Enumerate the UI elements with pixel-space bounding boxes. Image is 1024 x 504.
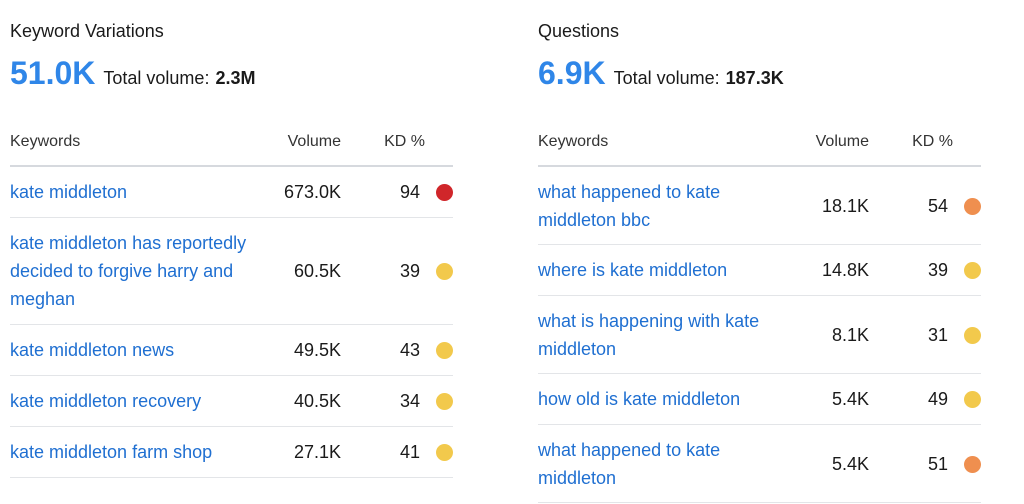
- table-row: what happened to kate middleton 5.4K 51: [538, 425, 981, 503]
- keyword-link[interactable]: kate middleton recovery: [10, 391, 202, 411]
- question-count[interactable]: 6.9K: [538, 55, 606, 91]
- kd-value: 39: [399, 261, 420, 281]
- keyword-link[interactable]: how old is kate middleton: [538, 389, 741, 409]
- kd-difficulty-dot-icon: [964, 262, 981, 279]
- kd-difficulty-dot-icon: [436, 184, 453, 201]
- kd-value: 31: [927, 325, 948, 345]
- table-row: kate middleton news 49.5K 43: [10, 325, 453, 376]
- volume-value: 40.5K: [293, 391, 341, 411]
- volume-value: 5.4K: [831, 454, 869, 474]
- column-header-kd[interactable]: KD %: [384, 133, 425, 150]
- keyword-link[interactable]: kate middleton news: [10, 340, 175, 360]
- volume-value: 673.0K: [283, 182, 341, 202]
- kd-difficulty-dot-icon: [436, 444, 453, 461]
- total-volume-label: Total volume:: [613, 68, 720, 88]
- keyword-link[interactable]: what happened to kate middleton bbc: [538, 182, 721, 230]
- table-row: kate middleton recovery 40.5K 34: [10, 376, 453, 427]
- column-header-kd[interactable]: KD %: [912, 133, 953, 150]
- kd-difficulty-dot-icon: [436, 393, 453, 410]
- volume-value: 5.4K: [831, 389, 869, 409]
- volume-value: 14.8K: [821, 260, 869, 280]
- table-row: kate middleton 673.0K 94: [10, 167, 453, 218]
- kd-value: 34: [399, 391, 420, 411]
- kd-value: 43: [399, 340, 420, 360]
- kd-difficulty-dot-icon: [436, 342, 453, 359]
- keyword-link[interactable]: what is happening with kate middleton: [538, 311, 760, 359]
- kd-value: 39: [927, 260, 948, 280]
- table-row: kate middleton has reportedly decided to…: [10, 218, 453, 325]
- keyword-link[interactable]: kate middleton farm shop: [10, 442, 213, 462]
- total-volume-value: 187.3K: [725, 68, 784, 88]
- kd-value: 49: [927, 389, 948, 409]
- kd-value: 41: [399, 442, 420, 462]
- table-row: kate middleton farm shop 27.1K 41: [10, 427, 453, 478]
- column-header-keywords: Keywords: [538, 133, 609, 150]
- summary: 51.0K Total volume: 2.3M: [10, 54, 255, 92]
- kd-difficulty-dot-icon: [964, 456, 981, 473]
- column-header-volume[interactable]: Volume: [287, 133, 341, 150]
- keyword-link[interactable]: where is kate middleton: [538, 260, 728, 280]
- kd-difficulty-dot-icon: [964, 327, 981, 344]
- total-volume-label: Total volume:: [103, 68, 210, 88]
- keyword-count[interactable]: 51.0K: [10, 55, 96, 91]
- keyword-link[interactable]: kate middleton: [10, 182, 128, 202]
- kd-difficulty-dot-icon: [436, 263, 453, 280]
- kd-difficulty-dot-icon: [964, 198, 981, 215]
- volume-value: 49.5K: [293, 340, 341, 360]
- kd-value: 51: [927, 454, 948, 474]
- keyword-link[interactable]: kate middleton has reportedly decided to…: [10, 233, 247, 309]
- kd-value: 54: [927, 196, 948, 216]
- column-header-keywords: Keywords: [10, 133, 81, 150]
- table-header: Keywords Volume KD %: [538, 120, 981, 167]
- column-header-volume[interactable]: Volume: [815, 133, 869, 150]
- volume-value: 27.1K: [293, 442, 341, 462]
- total-volume-value: 2.3M: [215, 68, 256, 88]
- table-header: Keywords Volume KD %: [10, 120, 453, 167]
- volume-value: 60.5K: [293, 261, 341, 281]
- table-row: what happened to kate middleton bbc 18.1…: [538, 167, 981, 245]
- summary: 6.9K Total volume: 187.3K: [538, 54, 784, 92]
- panel-title: Questions: [538, 21, 620, 41]
- panel-title: Keyword Variations: [10, 21, 164, 41]
- volume-value: 8.1K: [831, 325, 869, 345]
- kd-value: 94: [399, 182, 420, 202]
- table-row: how old is kate middleton 5.4K 49: [538, 374, 981, 425]
- keywords-table: Keywords Volume KD % kate middleton 673.…: [10, 120, 453, 478]
- volume-value: 18.1K: [821, 196, 869, 216]
- table-row: where is kate middleton 14.8K 39: [538, 245, 981, 296]
- keyword-link[interactable]: what happened to kate middleton: [538, 440, 721, 488]
- table-row: what is happening with kate middleton 8.…: [538, 296, 981, 374]
- questions-table: Keywords Volume KD % what happened to ka…: [538, 120, 981, 503]
- kd-difficulty-dot-icon: [964, 391, 981, 408]
